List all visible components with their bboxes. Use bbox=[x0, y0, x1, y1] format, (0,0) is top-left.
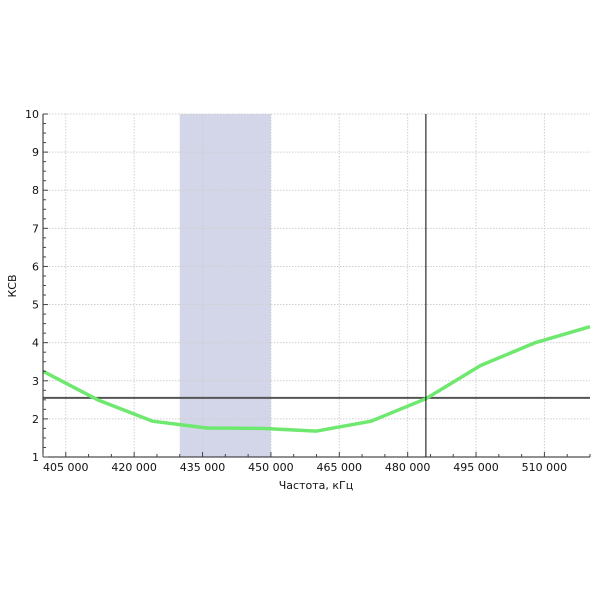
y-tick-label: 10 bbox=[25, 108, 39, 121]
y-tick-label: 9 bbox=[32, 146, 39, 159]
y-tick-label: 5 bbox=[32, 299, 39, 312]
x-tick-label: 435 000 bbox=[180, 461, 226, 474]
y-tick-label: 8 bbox=[32, 184, 39, 197]
shaded-band bbox=[179, 114, 271, 457]
y-tick-label: 2 bbox=[32, 413, 39, 426]
y-tick-label: 4 bbox=[32, 337, 39, 350]
x-tick-label: 510 000 bbox=[522, 461, 568, 474]
x-tick-label: 495 000 bbox=[453, 461, 499, 474]
x-tick-label: 450 000 bbox=[248, 461, 294, 474]
y-tick-label: 6 bbox=[32, 260, 39, 273]
y-tick-label: 3 bbox=[32, 375, 39, 388]
x-tick-label: 480 000 bbox=[385, 461, 431, 474]
x-tick-label: 420 000 bbox=[111, 461, 157, 474]
y-axis-label: КСВ bbox=[6, 274, 19, 297]
x-tick-label: 465 000 bbox=[317, 461, 363, 474]
x-tick-label: 405 000 bbox=[43, 461, 89, 474]
y-tick-label: 7 bbox=[32, 222, 39, 235]
y-tick-label: 1 bbox=[32, 451, 39, 464]
x-axis-label: Частота, кГц bbox=[279, 479, 353, 492]
